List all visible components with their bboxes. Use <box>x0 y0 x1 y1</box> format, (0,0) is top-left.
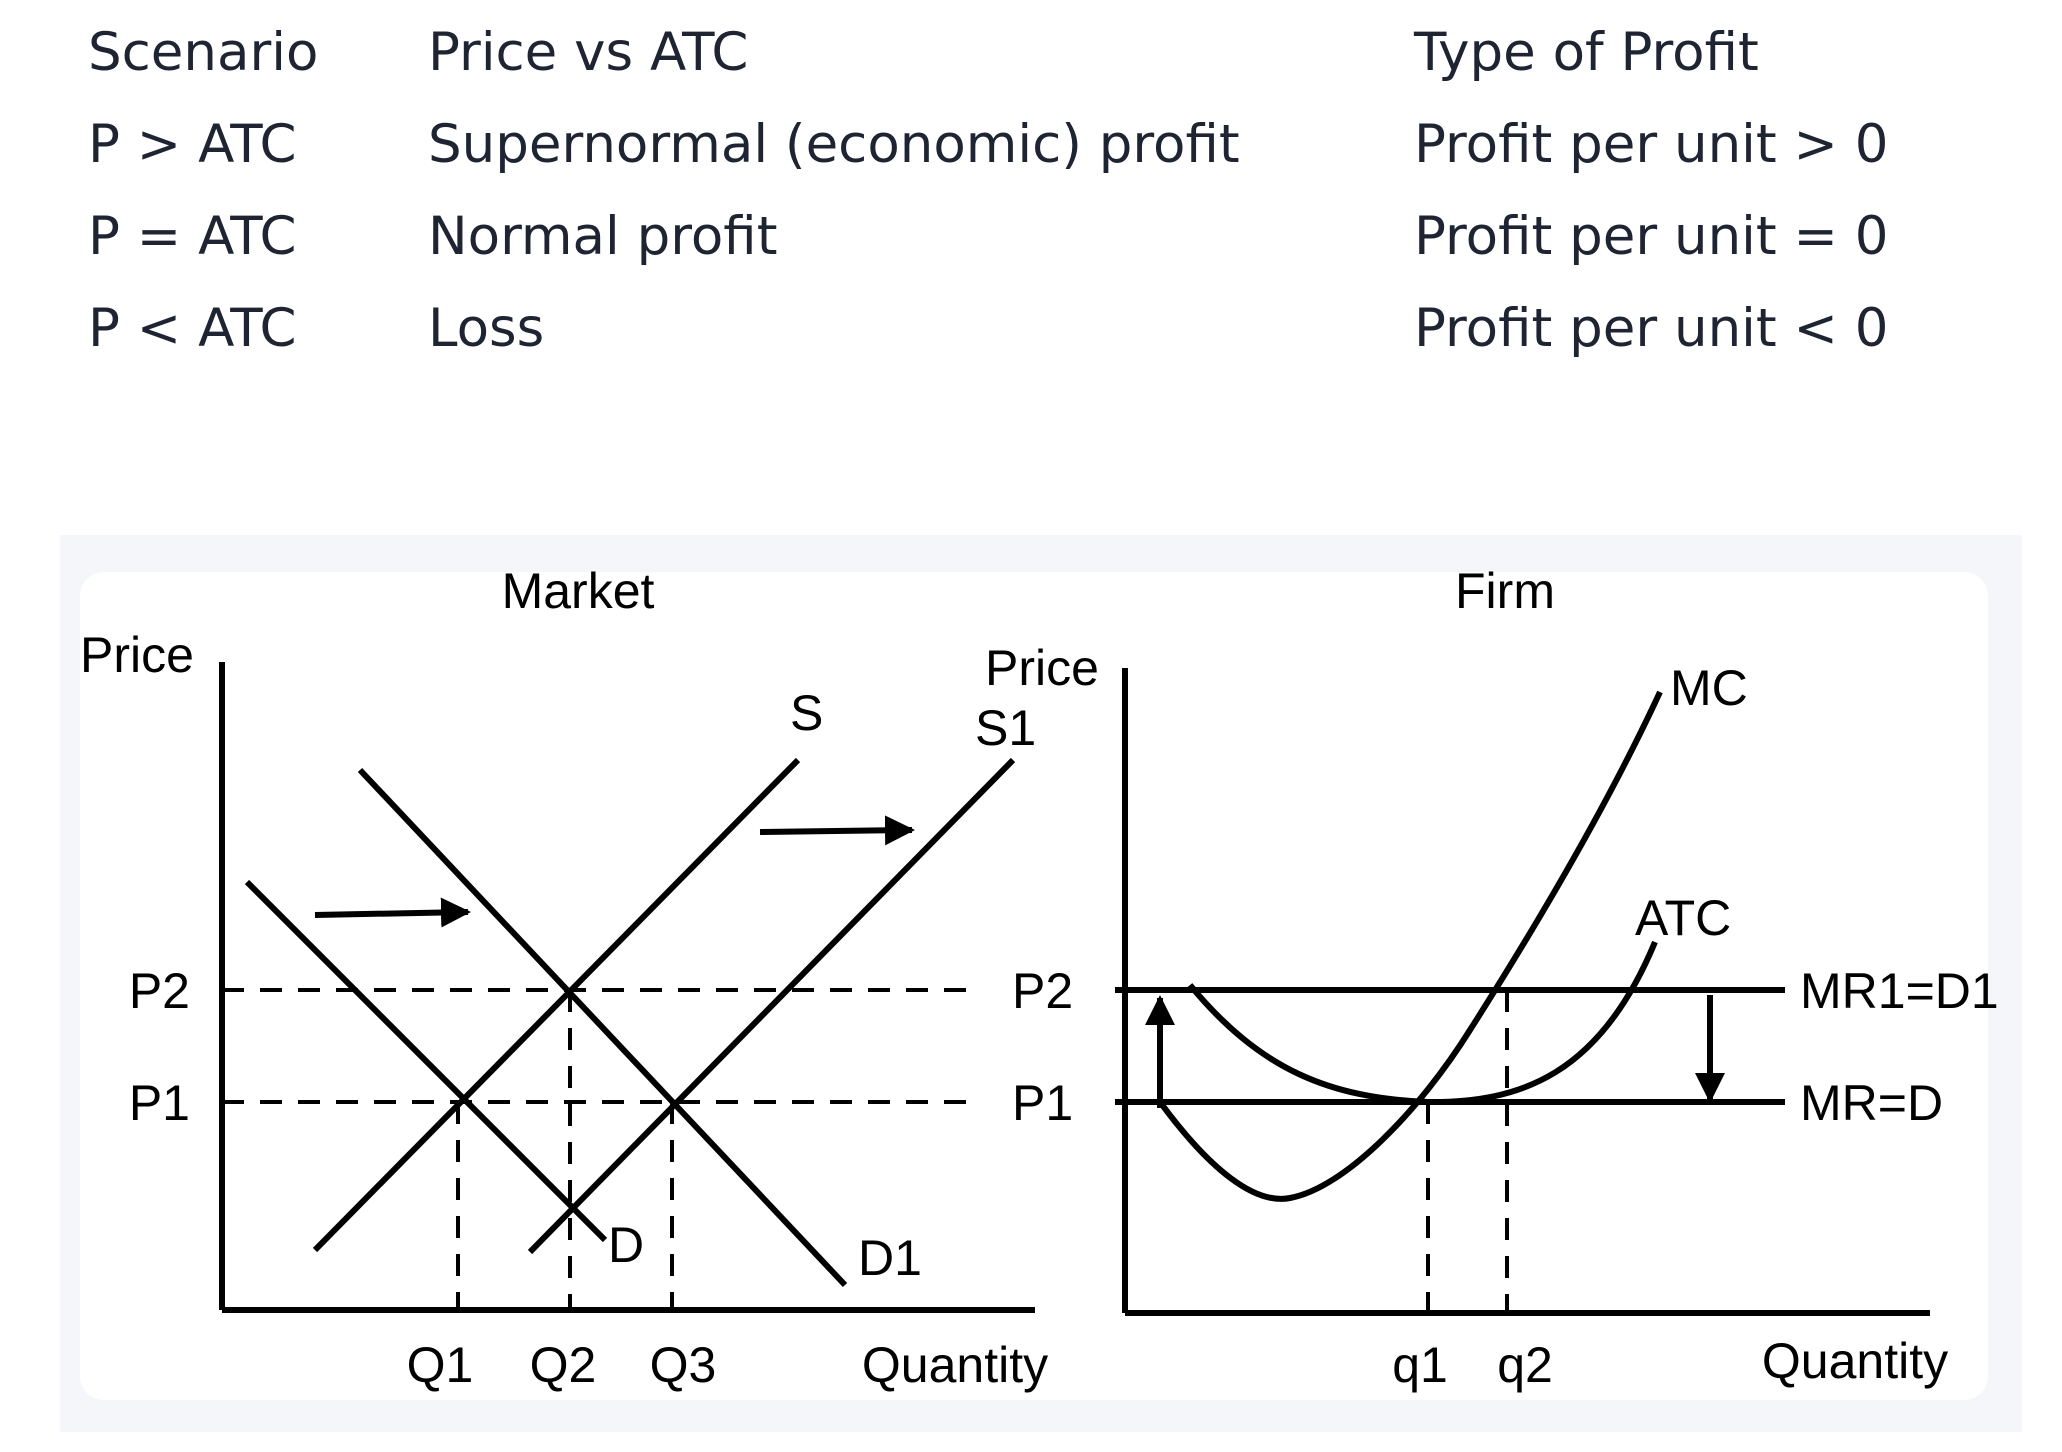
header-price-vs-atc: Price vs ATC <box>428 22 749 83</box>
firm-graph: Firm Price MC ATC MR1=D1 MR=D <box>985 563 1999 1393</box>
firm-y-axis-label: Price <box>985 640 1099 696</box>
curve-label-s: S <box>790 685 823 741</box>
market-q1-label: Q1 <box>407 1337 474 1393</box>
market-p1-right-label: P1 <box>1012 1075 1073 1131</box>
curve-label-d: D <box>608 1217 644 1273</box>
firm-title: Firm <box>1455 563 1555 619</box>
market-y-axis-label: Price <box>80 627 194 683</box>
cell-price-vs-atc: Normal profit <box>428 206 778 267</box>
mc-curve <box>1157 690 1663 1202</box>
market-title: Market <box>502 563 655 619</box>
cell-price-vs-atc: Supernormal (economic) profit <box>428 114 1240 175</box>
supply-curve-s1 <box>527 757 1016 1255</box>
header-scenario: Scenario <box>88 22 319 83</box>
market-x-axis-label: Quantity <box>862 1337 1048 1393</box>
market-p2-label: P2 <box>129 963 190 1019</box>
demand-curve-d <box>244 879 608 1243</box>
cell-scenario: P < ATC <box>88 298 297 359</box>
curve-label-atc: ATC <box>1635 890 1731 946</box>
firm-q1-label: q1 <box>1392 1337 1448 1393</box>
curve-label-mr: MR=D <box>1800 1075 1943 1131</box>
market-q3-label: Q3 <box>650 1337 717 1393</box>
header-type-of-profit: Type of Profit <box>1414 22 1759 83</box>
market-graph: Market Price P2 P1 P2 P1 <box>80 563 1073 1393</box>
cell-scenario: P = ATC <box>88 206 297 267</box>
cell-type-of-profit: Profit per unit = 0 <box>1414 206 1889 267</box>
curve-label-mr1: MR1=D1 <box>1800 963 1999 1019</box>
demand-curve-d1 <box>357 767 848 1288</box>
firm-x-axis-label: Quantity <box>1762 1333 1948 1389</box>
curve-label-mc: MC <box>1670 660 1748 716</box>
atc-curve <box>1187 940 1658 1106</box>
market-q2-label: Q2 <box>530 1337 597 1393</box>
cell-scenario: P > ATC <box>88 114 297 175</box>
curve-label-d1: D1 <box>858 1230 922 1286</box>
market-p2-right-label: P2 <box>1012 963 1073 1019</box>
curve-label-s1: S1 <box>975 700 1036 756</box>
firm-q2-label: q2 <box>1497 1337 1553 1393</box>
supply-shift-arrow <box>759 815 915 846</box>
supply-curve-s <box>312 757 801 1253</box>
demand-shift-arrow <box>314 897 471 928</box>
cell-price-vs-atc: Loss <box>428 298 545 359</box>
cell-type-of-profit: Profit per unit < 0 <box>1414 298 1889 359</box>
market-p1-label: P1 <box>129 1075 190 1131</box>
cell-type-of-profit: Profit per unit > 0 <box>1414 114 1889 175</box>
